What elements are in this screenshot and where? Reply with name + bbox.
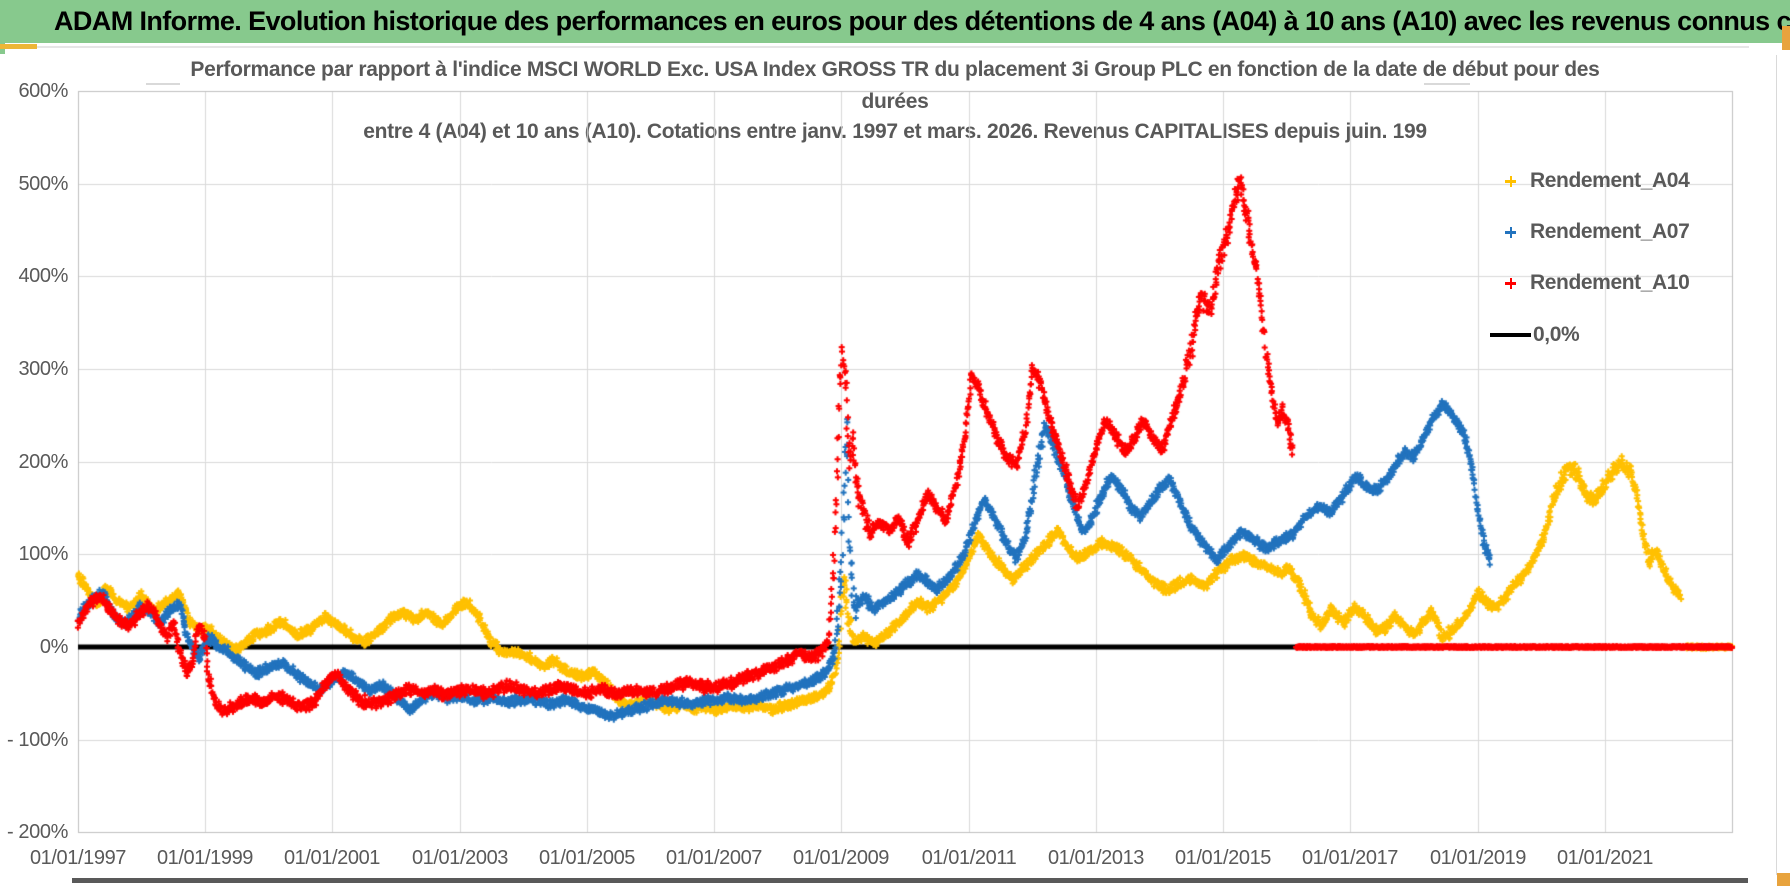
x-axis-tick-label: 01/01/2011: [921, 847, 1017, 869]
legend-entry-zero-line: 0,0%: [1490, 322, 1580, 348]
y-axis-tick-label: 500%: [18, 173, 68, 195]
y-axis-tick-label: - 200%: [7, 821, 68, 843]
legend-entry-rendement-a04: Rendement_A04: [1490, 168, 1690, 194]
x-axis-tick-label: 01/01/2001: [283, 847, 381, 869]
y-axis-tick-label: 600%: [18, 80, 68, 102]
y-axis-tick-label: 300%: [18, 358, 68, 380]
line-marker-icon: [1490, 333, 1531, 337]
legend-entry-rendement-a10: Rendement_A10: [1490, 270, 1690, 296]
x-axis-tick-label: 01/01/2009: [792, 847, 890, 869]
x-axis-tick-label: 01/01/2019: [1429, 847, 1527, 869]
plus-marker-icon: [1504, 226, 1517, 239]
legend-label: Rendement_A07: [1530, 220, 1690, 243]
x-axis-tick-label: 01/01/2021: [1556, 847, 1654, 869]
y-axis-tick-label: 100%: [18, 543, 68, 565]
legend-label: Rendement_A04: [1530, 169, 1690, 192]
y-axis-tick-label: 0%: [39, 636, 69, 658]
x-axis-tick-label: 01/01/2003: [411, 847, 509, 869]
y-axis-tick-label: 400%: [18, 265, 68, 287]
legend-label: Rendement_A10: [1530, 271, 1690, 294]
y-axis-tick-label: 200%: [18, 451, 68, 473]
x-axis-tick-label: 01/01/2005: [538, 847, 636, 869]
x-axis-tick-label: 01/01/1999: [156, 847, 254, 869]
x-axis-tick-label: 01/01/1997: [29, 847, 127, 869]
legend-entry-rendement-a07: Rendement_A07: [1490, 219, 1690, 245]
legend-label: 0,0%: [1533, 323, 1580, 346]
x-axis-tick-label: 01/01/2017: [1301, 847, 1399, 869]
plus-marker-icon: [1504, 277, 1517, 290]
x-axis-tick-label: 01/01/2013: [1047, 847, 1145, 869]
y-axis-tick-label: - 100%: [7, 729, 68, 751]
x-axis-tick-label: 01/01/2007: [665, 847, 763, 869]
plus-marker-icon: [1504, 175, 1517, 188]
x-axis-tick-label: 01/01/2015: [1174, 847, 1272, 869]
